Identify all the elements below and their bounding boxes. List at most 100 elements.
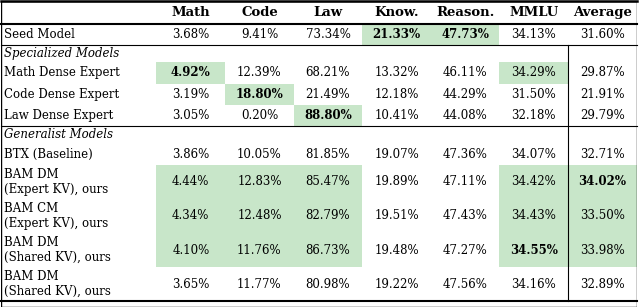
Text: 82.79%: 82.79% — [306, 209, 350, 222]
Text: 19.22%: 19.22% — [374, 278, 419, 291]
Text: 10.05%: 10.05% — [237, 148, 282, 161]
Text: 47.56%: 47.56% — [443, 278, 488, 291]
Text: Average: Average — [573, 6, 632, 19]
Bar — [157, 233, 225, 267]
Text: 68.21%: 68.21% — [306, 67, 350, 79]
Text: 12.18%: 12.18% — [374, 88, 419, 101]
Text: 47.73%: 47.73% — [441, 28, 489, 41]
Text: 47.11%: 47.11% — [443, 175, 488, 188]
Text: Reason.: Reason. — [436, 6, 494, 19]
Text: BAM DM
(Shared KV), ours: BAM DM (Shared KV), ours — [4, 236, 111, 264]
Bar — [225, 199, 294, 233]
Text: 88.80%: 88.80% — [304, 109, 352, 122]
Text: 86.73%: 86.73% — [305, 244, 350, 257]
Bar — [294, 199, 362, 233]
Text: 47.27%: 47.27% — [443, 244, 488, 257]
Bar — [568, 199, 637, 233]
Text: Code Dense Expert: Code Dense Expert — [4, 88, 119, 101]
Bar — [499, 62, 568, 83]
Bar — [294, 105, 362, 126]
Text: 81.85%: 81.85% — [306, 148, 350, 161]
Text: 12.48%: 12.48% — [237, 209, 282, 222]
Text: 11.77%: 11.77% — [237, 278, 282, 291]
Text: 9.41%: 9.41% — [241, 28, 278, 41]
Text: 3.05%: 3.05% — [172, 109, 209, 122]
Bar — [225, 83, 294, 105]
Text: 34.13%: 34.13% — [511, 28, 556, 41]
Bar — [294, 233, 362, 267]
Text: 34.43%: 34.43% — [511, 209, 556, 222]
Text: 29.79%: 29.79% — [580, 109, 625, 122]
Text: 3.86%: 3.86% — [172, 148, 209, 161]
Text: 21.91%: 21.91% — [580, 88, 625, 101]
Text: 12.83%: 12.83% — [237, 175, 282, 188]
Text: 4.44%: 4.44% — [172, 175, 209, 188]
Text: 33.50%: 33.50% — [580, 209, 625, 222]
Bar — [157, 199, 225, 233]
Text: 34.55%: 34.55% — [510, 244, 557, 257]
Text: 19.07%: 19.07% — [374, 148, 419, 161]
Text: 0.20%: 0.20% — [241, 109, 278, 122]
Text: Math: Math — [172, 6, 210, 19]
Bar — [499, 233, 568, 267]
Bar — [225, 165, 294, 199]
Bar — [225, 233, 294, 267]
Bar — [568, 233, 637, 267]
Text: 85.47%: 85.47% — [305, 175, 350, 188]
Text: 31.60%: 31.60% — [580, 28, 625, 41]
Bar — [499, 165, 568, 199]
Text: BAM DM
(Shared KV), ours: BAM DM (Shared KV), ours — [4, 270, 111, 298]
Text: 29.87%: 29.87% — [580, 67, 625, 79]
Text: 21.33%: 21.33% — [372, 28, 420, 41]
Text: Know.: Know. — [374, 6, 419, 19]
Text: 21.49%: 21.49% — [306, 88, 350, 101]
Text: 10.41%: 10.41% — [374, 109, 419, 122]
Text: 3.68%: 3.68% — [172, 28, 209, 41]
Bar — [157, 62, 225, 83]
Text: 33.98%: 33.98% — [580, 244, 625, 257]
Text: 3.19%: 3.19% — [172, 88, 209, 101]
Text: 34.07%: 34.07% — [511, 148, 556, 161]
Text: Seed Model: Seed Model — [4, 28, 75, 41]
Text: BAM CM
(Expert KV), ours: BAM CM (Expert KV), ours — [4, 202, 108, 230]
Text: 80.98%: 80.98% — [306, 278, 350, 291]
Text: 73.34%: 73.34% — [305, 28, 351, 41]
Text: 47.36%: 47.36% — [443, 148, 488, 161]
Text: 11.76%: 11.76% — [237, 244, 282, 257]
Text: 19.89%: 19.89% — [374, 175, 419, 188]
Text: 3.65%: 3.65% — [172, 278, 209, 291]
Text: 4.34%: 4.34% — [172, 209, 209, 222]
Text: 44.08%: 44.08% — [443, 109, 488, 122]
Text: 31.50%: 31.50% — [511, 88, 556, 101]
Text: 34.02%: 34.02% — [579, 175, 627, 188]
Text: 4.10%: 4.10% — [172, 244, 209, 257]
Text: Generalist Models: Generalist Models — [4, 128, 113, 141]
Text: BTX (Baseline): BTX (Baseline) — [4, 148, 93, 161]
Text: 47.43%: 47.43% — [443, 209, 488, 222]
Text: Law Dense Expert: Law Dense Expert — [4, 109, 113, 122]
Bar — [568, 165, 637, 199]
Text: 46.11%: 46.11% — [443, 67, 488, 79]
Text: 19.51%: 19.51% — [374, 209, 419, 222]
Bar — [157, 165, 225, 199]
Bar — [499, 199, 568, 233]
Text: 44.29%: 44.29% — [443, 88, 488, 101]
Text: MMLU: MMLU — [509, 6, 558, 19]
Text: BAM DM
(Expert KV), ours: BAM DM (Expert KV), ours — [4, 168, 108, 196]
Text: Code: Code — [241, 6, 278, 19]
Bar — [431, 24, 499, 45]
Text: 13.32%: 13.32% — [374, 67, 419, 79]
Text: 12.39%: 12.39% — [237, 67, 282, 79]
Bar — [294, 165, 362, 199]
Text: Specialized Models: Specialized Models — [4, 47, 119, 60]
Text: Math Dense Expert: Math Dense Expert — [4, 67, 120, 79]
Text: 19.48%: 19.48% — [374, 244, 419, 257]
Text: 32.89%: 32.89% — [580, 278, 625, 291]
Text: 34.16%: 34.16% — [511, 278, 556, 291]
Text: 4.92%: 4.92% — [171, 67, 211, 79]
Text: 32.71%: 32.71% — [580, 148, 625, 161]
Text: 34.29%: 34.29% — [511, 67, 556, 79]
Text: Law: Law — [314, 6, 342, 19]
Text: 32.18%: 32.18% — [511, 109, 556, 122]
Text: 18.80%: 18.80% — [236, 88, 284, 101]
